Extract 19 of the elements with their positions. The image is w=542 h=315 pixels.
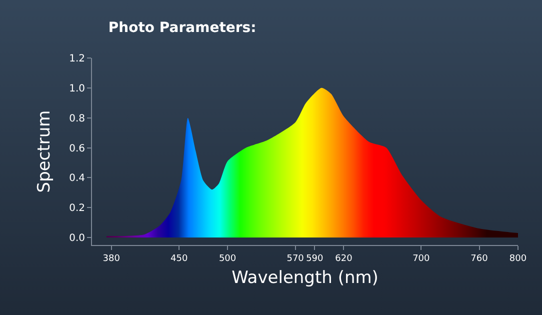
x-tick-label: 620 <box>335 254 353 264</box>
y-tick-label: 0.2 <box>69 203 85 214</box>
y-tick-label: 1.0 <box>69 83 85 94</box>
x-axis-title: Wavelength (nm) <box>232 268 378 288</box>
x-tick-label: 800 <box>509 254 527 264</box>
x-tick-label: 380 <box>102 254 120 264</box>
y-tick-label: 1.2 <box>69 54 85 64</box>
x-tick-label: 570 <box>286 254 304 264</box>
y-tick-label: 0.4 <box>69 173 85 184</box>
y-axis-title: Spectrum <box>34 110 55 193</box>
x-tick-label: 590 <box>306 254 324 264</box>
y-tick-label: 0.0 <box>69 233 85 244</box>
x-tick-label: 700 <box>412 254 430 264</box>
x-tick-label: 760 <box>470 254 488 264</box>
x-tick-label: 450 <box>170 254 188 264</box>
y-tick-label: 0.8 <box>69 113 85 124</box>
x-tick-label: 500 <box>218 254 236 264</box>
chart-title: Photo Parameters: <box>108 20 256 36</box>
y-tick-label: 0.6 <box>69 143 85 154</box>
